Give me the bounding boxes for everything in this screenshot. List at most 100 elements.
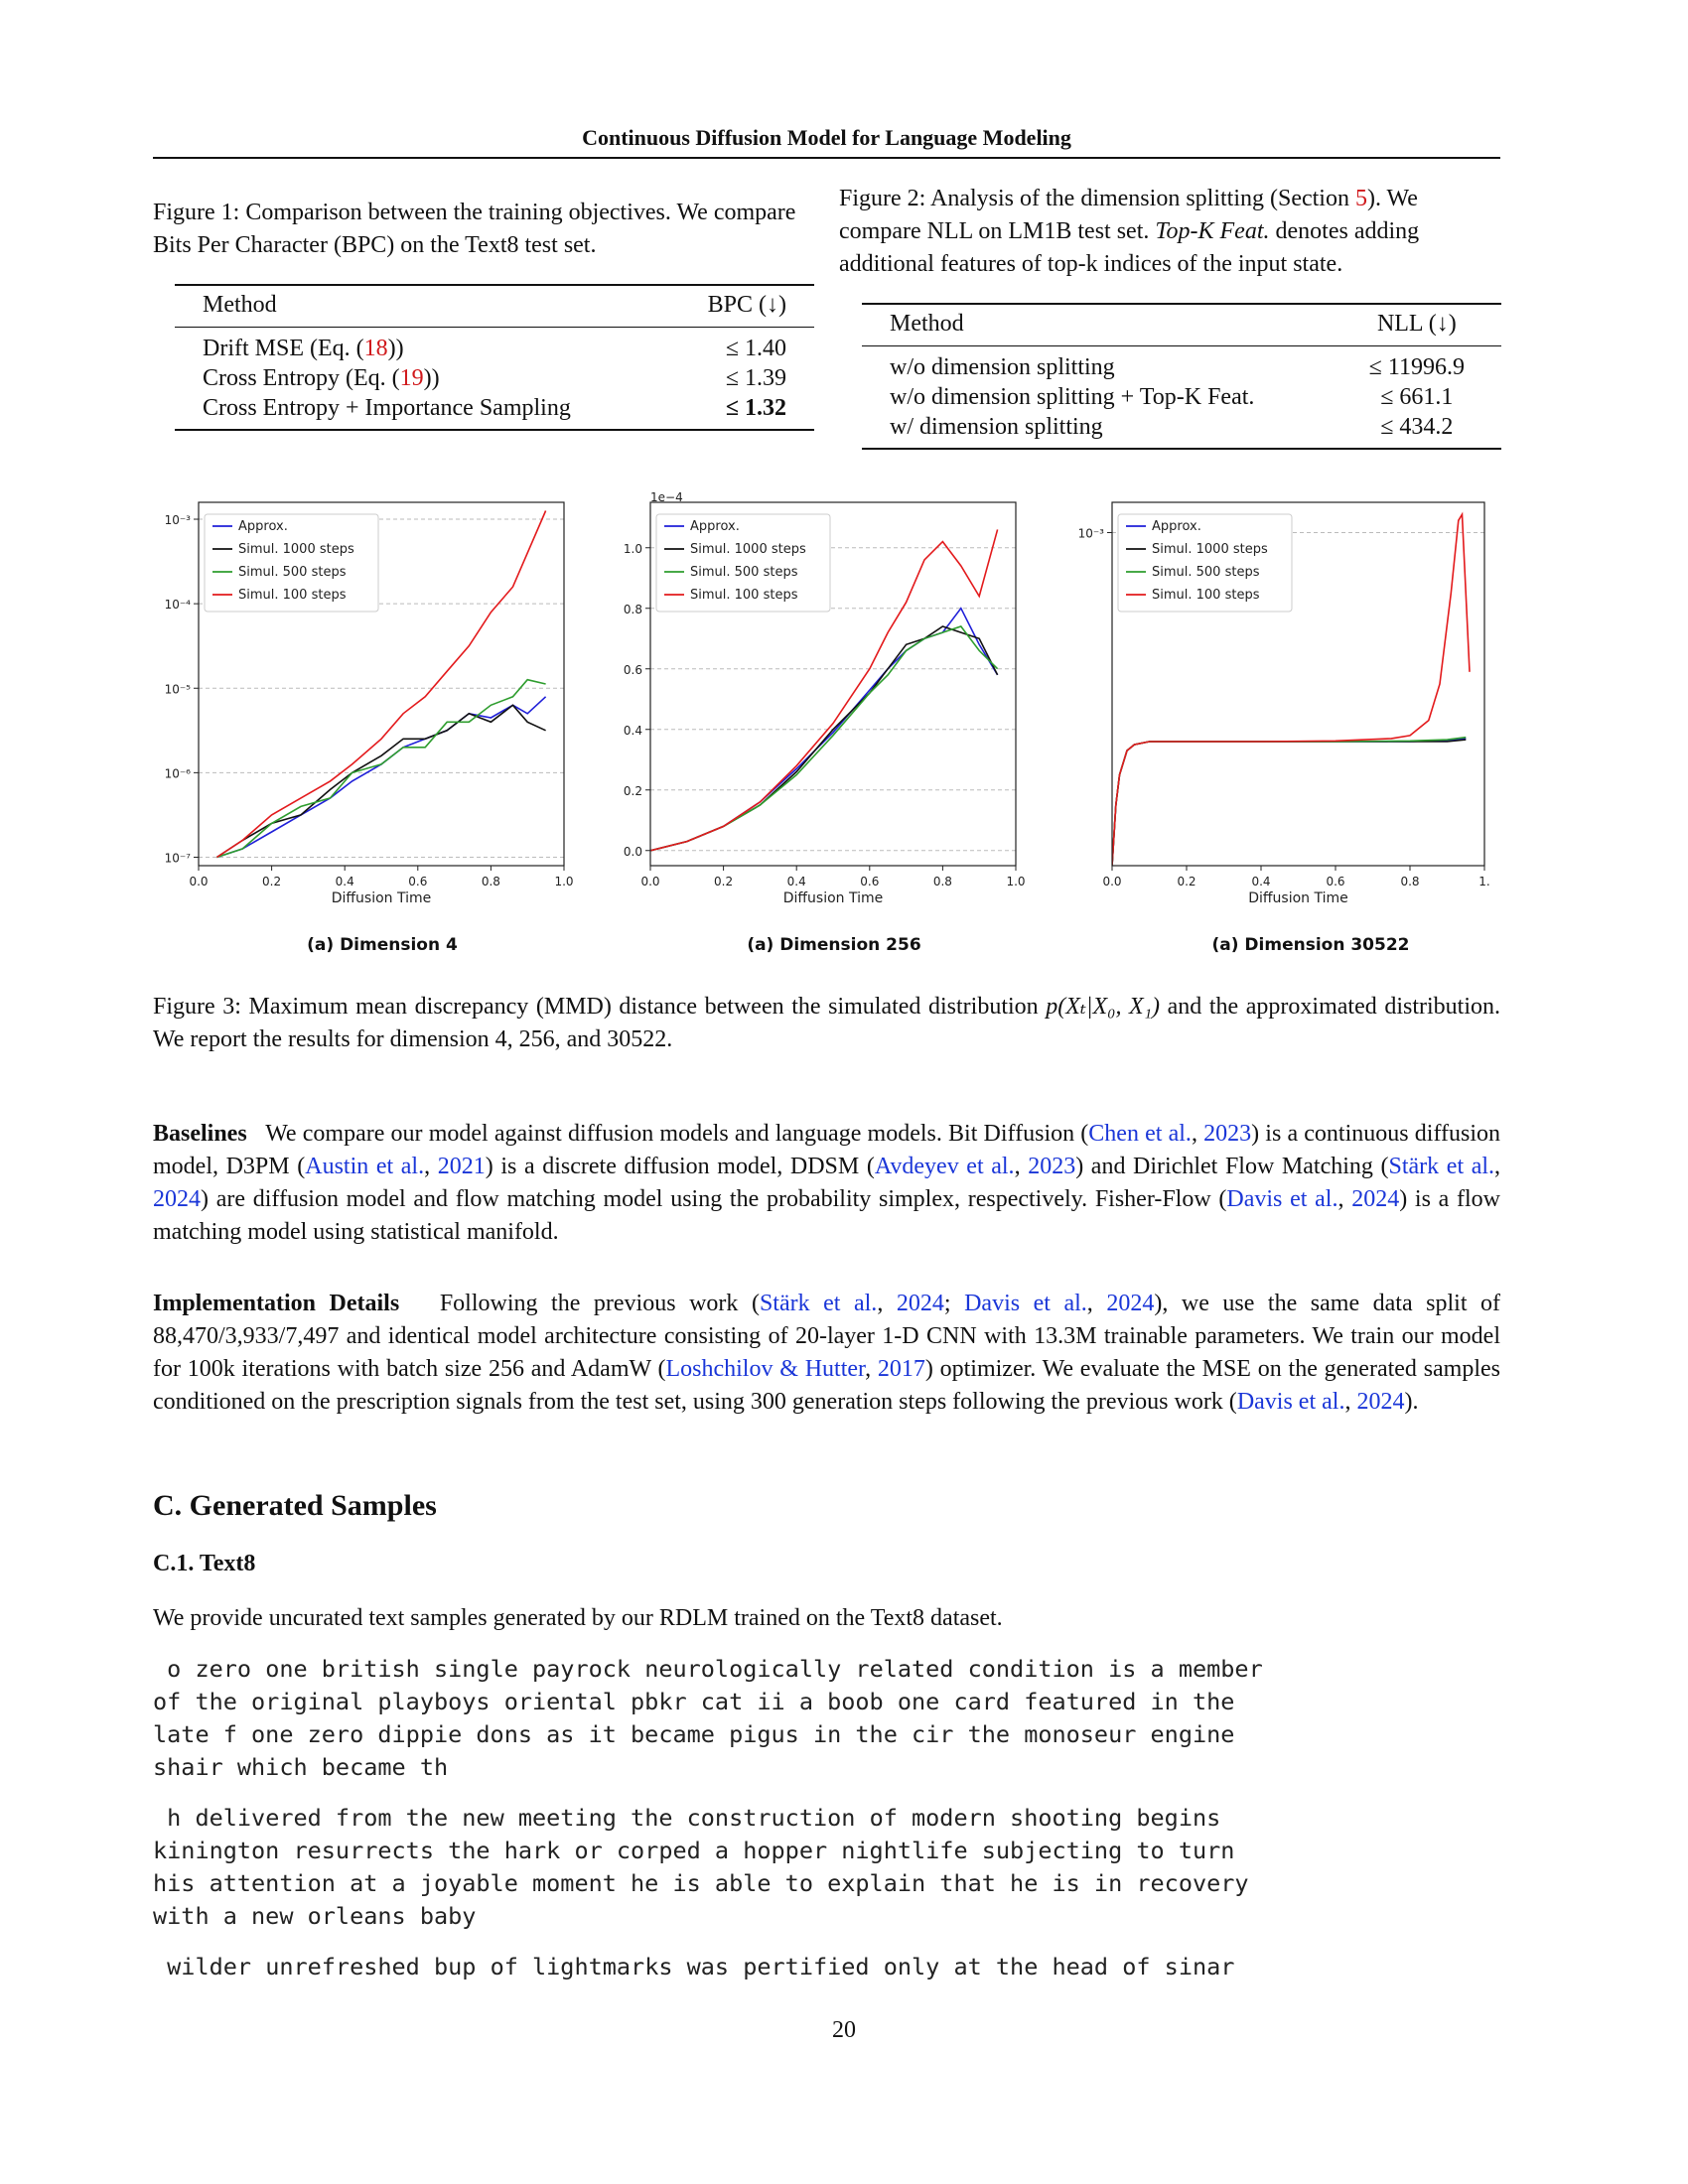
table-row: w/o dimension splitting ≤ 11996.9 xyxy=(862,346,1501,383)
method-cell: w/o dimension splitting + Top-K Feat. xyxy=(890,384,1255,410)
paragraph-text: ) are diffusion model and flow matching … xyxy=(201,1186,1227,1212)
table-header-row: Method BPC (↓) xyxy=(175,285,814,328)
citation-link[interactable]: Stärk et al. xyxy=(759,1291,878,1316)
paragraph-text: , xyxy=(1337,1186,1352,1212)
legend-label: Simul. 100 steps xyxy=(690,588,798,603)
method-text: Drift MSE (Eq. ( xyxy=(203,336,364,361)
bpc-value: ≤ 1.40 xyxy=(725,336,786,361)
citation-link[interactable]: 2024 xyxy=(1106,1291,1155,1316)
paragraph-heading: Implementation Details xyxy=(153,1291,400,1316)
citation-link[interactable]: 2024 xyxy=(1351,1186,1400,1212)
plot-frame xyxy=(198,501,565,867)
plot-frame xyxy=(1111,501,1485,867)
paragraph-body: We compare our model against diffusion m… xyxy=(153,1121,1500,1245)
citation-link[interactable]: Austin et al. xyxy=(305,1154,425,1179)
citation-link[interactable]: 2023 xyxy=(1203,1121,1252,1147)
x-axis-label: Diffusion Time xyxy=(332,890,432,906)
paragraph-text: , xyxy=(1191,1121,1204,1147)
citation-link[interactable]: 2023 xyxy=(1028,1154,1076,1179)
plot-canvas: 10⁻³ 0.0 0.2 0.4 0.6 0.8 1. Diffusion Time Appro… xyxy=(1078,501,1490,906)
legend-box xyxy=(1117,513,1293,613)
paragraph-text: ). xyxy=(1404,1389,1419,1415)
y-tick-label: 0.8 xyxy=(624,603,642,616)
figure2-caption-text: denotes adding additional features of to… xyxy=(839,218,1420,277)
method-cell: w/o dimension splitting xyxy=(890,354,1115,380)
paragraph-text: , xyxy=(1086,1291,1107,1316)
mmd-plot-dim4: 10⁻³ 10⁻⁴ 10⁻⁵ 10⁻⁶ 10⁻⁷ 0.0 0.2 0.4 0.6 0.8 1.0 Di… xyxy=(149,492,586,924)
legend-label: Approx. xyxy=(1152,519,1201,534)
citation-link[interactable]: Davis et al. xyxy=(964,1291,1087,1316)
paragraph-text: Following the previous work ( xyxy=(439,1291,760,1316)
legend-label: Simul. 500 steps xyxy=(238,565,347,580)
legend-label: Simul. 1000 steps xyxy=(1152,542,1268,557)
nll-value: ≤ 434.2 xyxy=(1380,414,1454,440)
baselines-paragraph: Baselines We compare our model against d… xyxy=(153,1118,1500,1249)
citation-link[interactable]: Davis et al. xyxy=(1226,1186,1338,1212)
y-tick-label: 0.2 xyxy=(624,784,642,798)
table-row: Cross Entropy (Eq. (19)) ≤ 1.39 xyxy=(175,363,814,393)
citation-link[interactable]: Davis et al. xyxy=(1236,1389,1345,1415)
citation-link[interactable]: Stärk et al. xyxy=(1388,1154,1495,1179)
paragraph-text: , xyxy=(1494,1154,1501,1179)
paragraph-text: , xyxy=(1344,1389,1357,1415)
paragraph-text: ) and Dirichlet Flow Matching ( xyxy=(1075,1154,1389,1179)
samples-intro: We provide uncurated text samples genera… xyxy=(153,1605,1003,1631)
y-tick-label: 0.6 xyxy=(624,663,642,677)
x-tick-label: 1. xyxy=(1478,875,1489,888)
paragraph-text: ) optimizer. We evaluate the MSE on the … xyxy=(153,1356,1501,1415)
math-expression: p(Xₜ|X₀, X₁) xyxy=(1046,994,1161,1020)
figure1-table: Method BPC (↓) Drift MSE (Eq. (18)) ≤ 1.4… xyxy=(175,284,814,431)
paragraph-text: ), we use the same data split of 88,470/… xyxy=(153,1291,1501,1382)
y-tick-label: 10⁻⁶ xyxy=(165,766,192,780)
figure2-caption: Figure 2: Analysis of the dimension spli… xyxy=(839,183,1502,281)
figure2-caption-text: Figure 2: Analysis of the dimension spli… xyxy=(839,186,1355,211)
table-row: Cross Entropy + Importance Sampling ≤ 1.3… xyxy=(175,393,814,430)
y-tick-label: 10⁻⁵ xyxy=(165,682,192,696)
series-line-2 xyxy=(650,625,999,852)
x-tick-label: 0.2 xyxy=(714,875,733,888)
paragraph-text: We compare our model against diffusion m… xyxy=(265,1121,1089,1147)
citation-link[interactable]: 2021 xyxy=(437,1154,486,1179)
citation-link[interactable]: 2024 xyxy=(1356,1389,1405,1415)
method-cell: w/ dimension splitting xyxy=(890,414,1103,440)
citation-link[interactable]: Chen et al. xyxy=(1088,1121,1192,1147)
citation-link[interactable]: 2024 xyxy=(153,1186,201,1212)
citation-link[interactable]: 2017 xyxy=(877,1356,925,1382)
text-sample: wilder unrefreshed bup of lightmarks was… xyxy=(153,1953,1235,1980)
y-tick-label: 1.0 xyxy=(624,542,642,556)
x-tick-label: 0.8 xyxy=(482,875,500,888)
citation-link[interactable]: 2024 xyxy=(896,1291,944,1316)
figure3-caption-text: and the approximated distribution. We re… xyxy=(153,994,1500,1052)
text-sample: h delivered from the new meeting the con… xyxy=(153,1804,1249,1930)
equation-ref-link[interactable]: 19 xyxy=(399,365,424,391)
x-axis-label: Diffusion Time xyxy=(783,890,884,906)
method-cell: Cross Entropy + Importance Sampling xyxy=(175,393,660,430)
y-tick-label: 10⁻³ xyxy=(1078,527,1105,541)
citation-link[interactable]: Avdeyev et al. xyxy=(874,1154,1015,1179)
series-line-3 xyxy=(215,510,547,859)
y-tick-label: 0.0 xyxy=(624,845,642,859)
series-line-0 xyxy=(216,696,547,859)
legend-label: Simul. 100 steps xyxy=(238,588,347,603)
citation-link[interactable]: Loshchilov & Hutter xyxy=(665,1356,866,1382)
paragraph-text: ) is a discrete diffusion model, DDSM ( xyxy=(485,1154,875,1179)
plot-canvas: 0.0 0.2 0.4 0.6 0.8 1.0 0.0 0.2 0.4 0.6 0.8 1.0 Diff… xyxy=(624,490,1026,906)
section-title: C. Generated Samples xyxy=(153,1489,437,1522)
x-tick-label: 0.6 xyxy=(1326,875,1344,888)
table-header-nll: NLL (↓) xyxy=(1376,311,1457,337)
implementation-paragraph: Implementation Details Following the pre… xyxy=(153,1288,1500,1419)
y-tick-label: 0.4 xyxy=(624,724,642,738)
legend-label: Approx. xyxy=(690,519,740,534)
axis-offset-label: 1e−4 xyxy=(650,492,683,504)
paragraph-text: ) is a flow matching model using statist… xyxy=(153,1186,1500,1245)
series-line-1 xyxy=(650,625,999,852)
mmd-plot-dim30522: 10⁻³ 0.0 0.2 0.4 0.6 0.8 1. Diffusion Time Appro… xyxy=(1072,492,1509,924)
x-tick-label: 0.0 xyxy=(1102,875,1121,888)
equation-ref-link[interactable]: 18 xyxy=(363,336,388,361)
legend-box xyxy=(655,513,831,613)
paragraph-heading: Baselines xyxy=(153,1121,247,1147)
x-tick-label: 0.2 xyxy=(1177,875,1196,888)
section-ref-link[interactable]: 5 xyxy=(1354,186,1367,211)
paragraph-text: , xyxy=(865,1356,878,1382)
